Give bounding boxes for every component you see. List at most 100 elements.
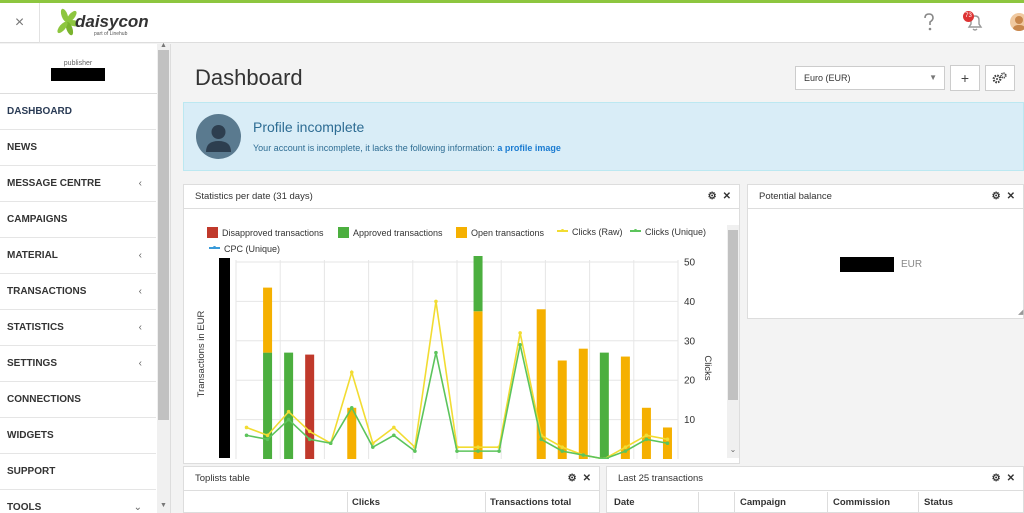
bar: [473, 256, 483, 312]
column-divider: [918, 492, 919, 513]
close-icon[interactable]: ✕: [722, 191, 731, 202]
bar: [599, 352, 609, 459]
publisher-box[interactable]: publisher: [0, 44, 170, 94]
profile-image-link[interactable]: a profile image: [497, 143, 561, 153]
column-header-commission[interactable]: Commission: [833, 497, 891, 508]
sidebar-menu: DASHBOARD NEWS MESSAGE CENTRE ‹ CAMPAIGNS…: [0, 94, 156, 513]
legend-item-clicks-raw[interactable]: Clicks (Raw): [557, 227, 623, 237]
data-point: [307, 437, 312, 442]
column-divider: [347, 492, 348, 513]
legend-item-approved[interactable]: Approved transactions: [338, 227, 443, 238]
gears-icon[interactable]: ⚙: [991, 191, 1001, 202]
sidebar-item-widgets[interactable]: WIDGETS: [0, 418, 156, 454]
data-point: [265, 437, 270, 442]
chart-grid: [235, 260, 679, 459]
data-point: [560, 449, 565, 453]
sidebar-item-settings[interactable]: SETTINGS ‹: [0, 346, 156, 382]
data-point: [602, 457, 607, 459]
chart-legend: Disapproved transactions Approved transa…: [207, 227, 727, 257]
panel-title: Last 25 transactions: [618, 473, 704, 484]
column-divider: [827, 492, 828, 513]
scroll-down-icon[interactable]: ▼: [160, 502, 167, 509]
data-point: [265, 433, 270, 438]
chevron-down-icon: ⌄: [133, 502, 142, 513]
chevron-down-icon[interactable]: ⌄: [729, 445, 737, 454]
profile-placeholder-icon: [196, 114, 241, 159]
data-point: [476, 445, 480, 449]
data-point: [623, 449, 628, 453]
daisycon-logo[interactable]: daisycon part of Linehub: [56, 5, 156, 41]
sidebar-item-material[interactable]: MATERIAL ‹: [0, 238, 156, 274]
chevron-left-icon: ‹: [138, 358, 142, 369]
sidebar-item-support[interactable]: SUPPORT: [0, 454, 156, 490]
column-header-campaign[interactable]: Campaign: [740, 497, 786, 508]
sidebar-item-news[interactable]: NEWS: [0, 130, 156, 166]
add-widget-button[interactable]: +: [950, 65, 980, 91]
chart-scrollbar-thumb[interactable]: [728, 230, 738, 400]
panel-tools: ⚙ ✕: [702, 185, 731, 209]
data-point: [371, 445, 375, 449]
legend-swatch: [207, 227, 218, 238]
caret-down-icon: ▼: [929, 73, 937, 82]
column-header[interactable]: Transactions total: [490, 497, 572, 508]
toplists-panel-header: Toplists table ⚙ ✕: [184, 467, 599, 491]
scrollbar-thumb[interactable]: [158, 50, 169, 420]
legend-swatch: [456, 227, 467, 238]
sidebar-item-transactions[interactable]: TRANSACTIONS ‹: [0, 274, 156, 310]
resize-handle-icon[interactable]: ◢: [1018, 309, 1024, 316]
column-header-status[interactable]: Status: [924, 497, 954, 508]
chart-scrollbar[interactable]: ⌄: [727, 225, 739, 458]
column-divider: [485, 492, 486, 513]
panel-tools: ⚙ ✕: [986, 185, 1015, 209]
bar: [473, 311, 483, 459]
data-point: [434, 299, 438, 304]
sidebar-item-label: SETTINGS: [7, 358, 58, 369]
dashboard-settings-button[interactable]: [985, 65, 1015, 91]
column-header[interactable]: Clicks: [352, 497, 380, 508]
close-icon[interactable]: ✕: [1006, 473, 1015, 484]
data-point: [560, 445, 565, 449]
sidebar-item-statistics[interactable]: STATISTICS ‹: [0, 310, 156, 346]
gears-icon[interactable]: ⚙: [991, 473, 1001, 484]
legend-label: Approved transactions: [353, 228, 443, 238]
question-icon[interactable]: [918, 11, 940, 33]
bar: [263, 352, 273, 459]
bar: [263, 287, 273, 353]
panel-title: Potential balance: [759, 191, 832, 202]
y2-tick-label: 10: [684, 415, 696, 426]
legend-item-disapproved[interactable]: Disapproved transactions: [207, 227, 324, 238]
gears-icon[interactable]: ⚙: [707, 191, 717, 202]
legend-swatch: [557, 228, 568, 234]
scroll-up-icon[interactable]: ▲: [160, 42, 167, 49]
legend-item-clicks-unique[interactable]: Clicks (Unique): [630, 227, 706, 237]
data-point: [455, 449, 459, 453]
top-bar: × daisycon part of Linehub 73: [0, 3, 1024, 43]
user-avatar-icon[interactable]: [1010, 13, 1024, 31]
legend-item-open[interactable]: Open transactions: [456, 227, 544, 238]
sidebar-item-tools[interactable]: TOOLS ⌄: [0, 490, 156, 513]
sidebar-item-campaigns[interactable]: CAMPAIGNS: [0, 202, 156, 238]
y-axis-redacted: [219, 258, 230, 458]
sidebar-item-message-centre[interactable]: MESSAGE CENTRE ‹: [0, 166, 156, 202]
sidebar-item-label: TOOLS: [7, 502, 42, 513]
sidebar-scrollbar[interactable]: ▲ ▼: [157, 42, 170, 513]
gears-icon[interactable]: ⚙: [567, 473, 577, 484]
chevron-left-icon: ‹: [138, 286, 142, 297]
close-icon[interactable]: ✕: [1006, 191, 1015, 202]
bar: [557, 360, 567, 459]
y2-axis-label: Clicks: [702, 355, 713, 381]
sidebar-item-dashboard[interactable]: DASHBOARD: [0, 94, 156, 130]
data-point: [665, 437, 670, 442]
column-header-date[interactable]: Date: [614, 497, 635, 508]
data-point: [644, 437, 649, 442]
legend-item-cpc-unique[interactable]: CPC (Unique): [209, 244, 280, 254]
close-icon[interactable]: ✕: [582, 473, 591, 484]
notification-badge: 73: [963, 11, 974, 22]
close-sidebar-icon[interactable]: ×: [0, 3, 40, 43]
currency-select[interactable]: Euro (EUR) ▼: [795, 66, 945, 90]
data-point: [307, 429, 312, 434]
sidebar-item-connections[interactable]: CONNECTIONS: [0, 382, 156, 418]
column-divider: [734, 492, 735, 513]
legend-label: Clicks (Raw): [572, 227, 623, 237]
data-point: [476, 449, 480, 453]
